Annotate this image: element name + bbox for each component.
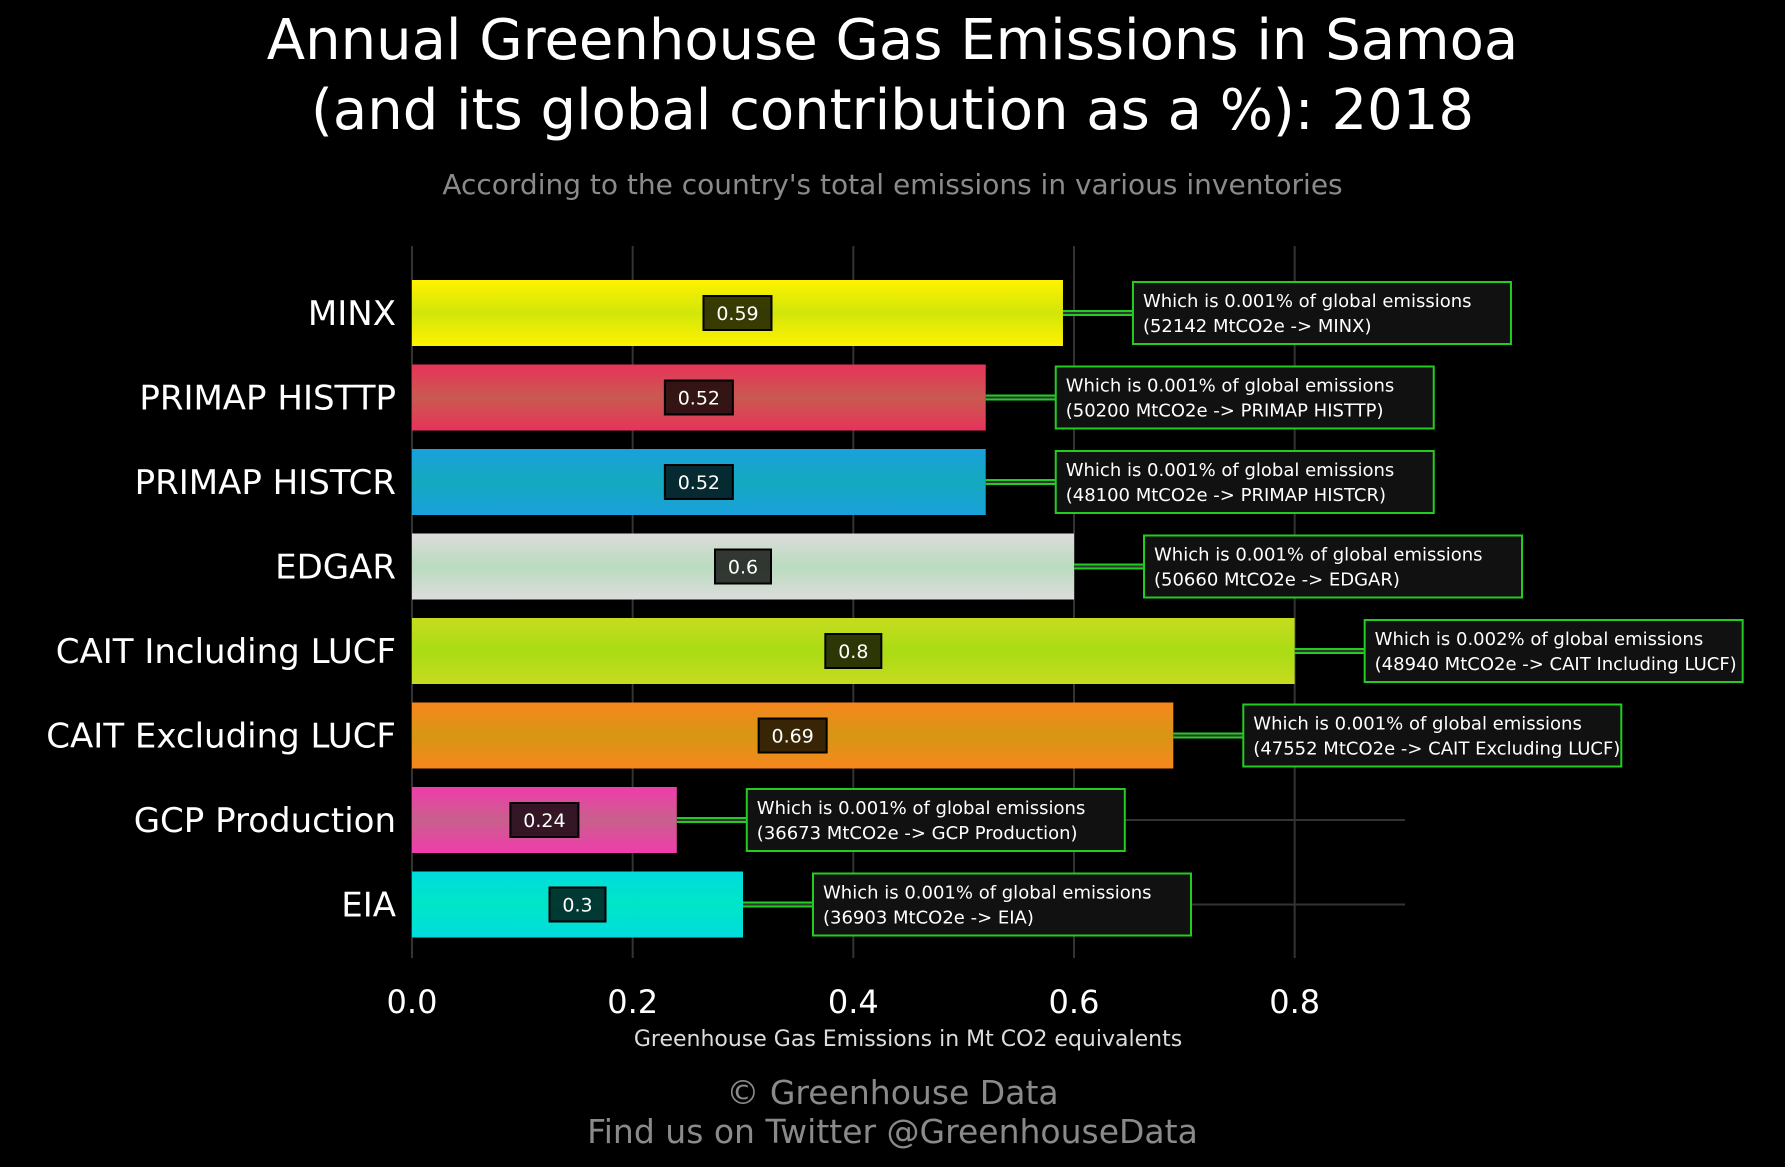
annotation-box [745, 788, 1126, 852]
value-label: 0.59 [716, 303, 758, 325]
annotation-line1: Which is 0.002% of global emissions [1375, 629, 1704, 650]
annotation-line1: Which is 0.001% of global emissions [1066, 376, 1395, 397]
value-label-box [714, 548, 772, 585]
annotation-box [1131, 281, 1512, 345]
annotation-line1: Which is 0.001% of global emissions [757, 798, 1086, 819]
annotation-box [1054, 365, 1435, 430]
annotation-line1: Which is 0.001% of global emissions [1066, 460, 1395, 481]
annotation-line2: (50200 MtCO2e -> PRIMAP HISTTP) [1066, 401, 1384, 422]
value-label-box [702, 295, 773, 331]
annotation-line1: Which is 0.001% of global emissions [1154, 545, 1483, 566]
value-label-box [663, 464, 734, 500]
chart-subtitle: According to the country's total emissio… [442, 168, 1343, 201]
category-label: EDGAR [275, 548, 396, 588]
value-label-box [757, 717, 828, 754]
value-label: 0.69 [771, 726, 813, 748]
footer-copyright: © Greenhouse Data [726, 1073, 1059, 1112]
value-label-box [548, 886, 607, 923]
value-label-box [509, 802, 580, 838]
category-label: CAIT Including LUCF [56, 632, 396, 672]
chart-title-line2: (and its global contribution as a %): 20… [311, 78, 1474, 143]
annotation-box [1143, 534, 1523, 599]
x-tick-label: 0.8 [1269, 983, 1320, 1021]
category-label: GCP Production [134, 801, 396, 841]
annotation-line2: (52142 MtCO2e -> MINX) [1143, 316, 1372, 337]
chart-title-line1: Annual Greenhouse Gas Emissions in Samoa [266, 8, 1519, 73]
x-tick-label: 0.6 [1049, 983, 1100, 1021]
value-label: 0.6 [728, 557, 758, 579]
annotation-line2: (50660 MtCO2e -> EDGAR) [1154, 570, 1400, 591]
annotation-box [1242, 703, 1623, 768]
annotation-line2: (48100 MtCO2e -> PRIMAP HISTCR) [1066, 485, 1386, 506]
category-label: MINX [308, 294, 396, 334]
annotation-box [1363, 619, 1744, 683]
value-label: 0.24 [523, 810, 565, 832]
x-tick-label: 0.0 [387, 983, 438, 1021]
category-label: PRIMAP HISTCR [135, 463, 396, 503]
x-tick-label: 0.4 [828, 983, 879, 1021]
annotation-line2: (36903 MtCO2e -> EIA) [823, 908, 1034, 929]
value-label: 0.3 [562, 895, 592, 917]
annotation-box [1054, 450, 1435, 514]
category-label: EIA [341, 886, 396, 926]
annotation-box [812, 872, 1192, 937]
category-label: PRIMAP HISTTP [139, 379, 396, 419]
value-label: 0.52 [678, 472, 720, 494]
chart-title: Annual Greenhouse Gas Emissions in Samoa… [0, 6, 1785, 146]
value-label: 0.52 [678, 388, 720, 410]
annotation-line2: (36673 MtCO2e -> GCP Production) [757, 823, 1078, 844]
annotation-line2: (48940 MtCO2e -> CAIT Including LUCF) [1375, 654, 1737, 675]
x-tick-label: 0.2 [607, 983, 658, 1021]
annotation-line1: Which is 0.001% of global emissions [1253, 714, 1582, 735]
annotation-line2: (47552 MtCO2e -> CAIT Excluding LUCF) [1253, 739, 1620, 760]
category-label: CAIT Excluding LUCF [46, 717, 396, 757]
x-axis-label: Greenhouse Gas Emissions in Mt CO2 equiv… [634, 1027, 1182, 1052]
value-label: 0.8 [838, 641, 868, 663]
annotation-line1: Which is 0.001% of global emissions [1143, 291, 1472, 312]
value-label-box [663, 379, 734, 416]
value-label-box [824, 633, 883, 669]
footer-twitter: Find us on Twitter @GreenhouseData [587, 1112, 1198, 1151]
annotation-line1: Which is 0.001% of global emissions [823, 883, 1152, 904]
